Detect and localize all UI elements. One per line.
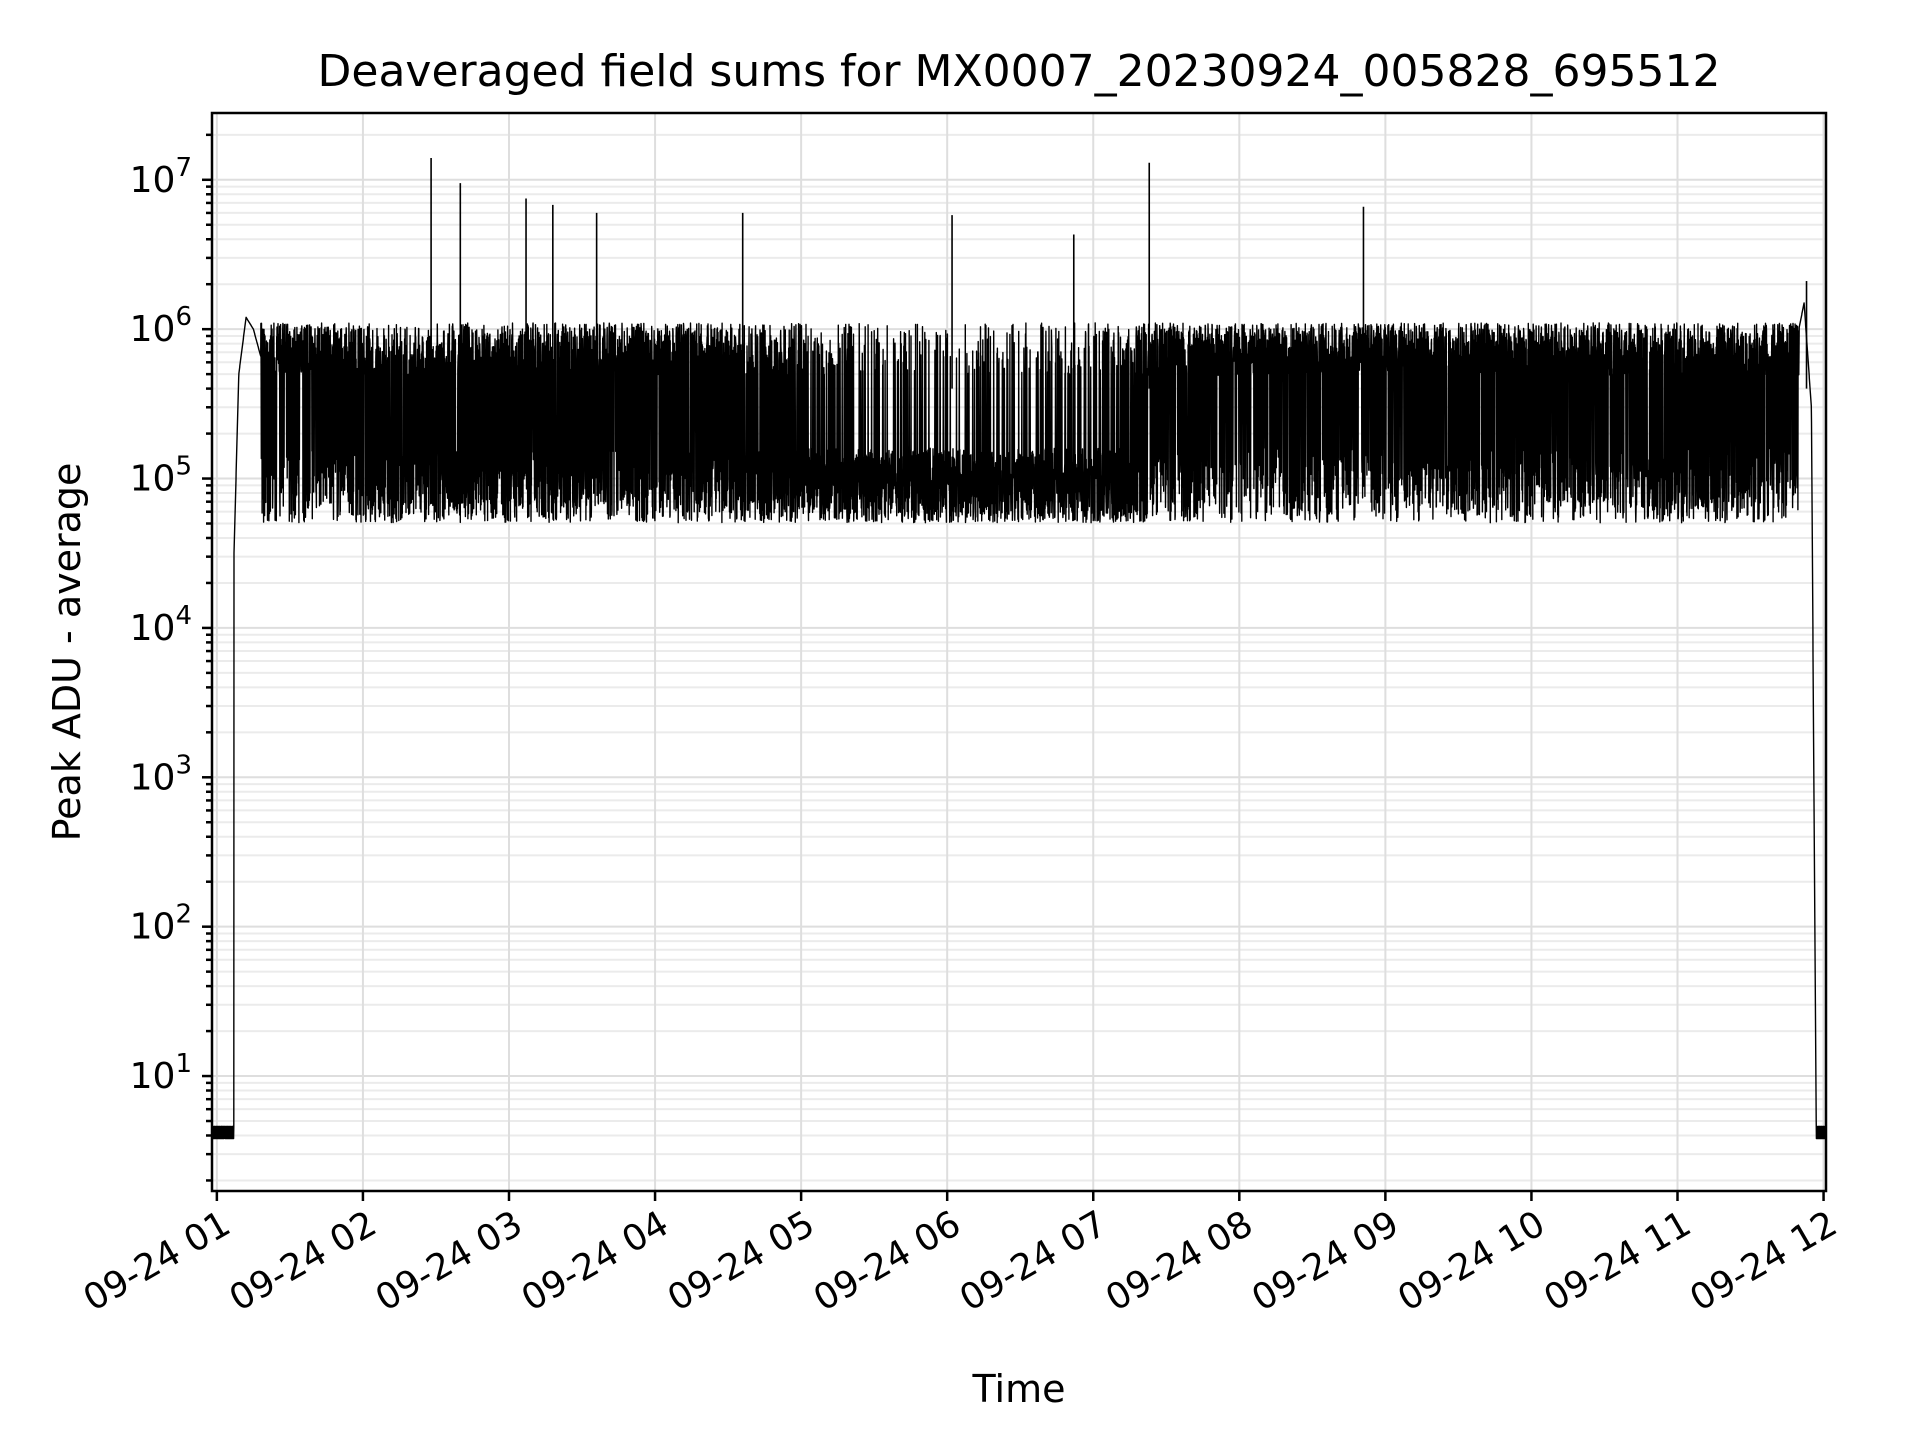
y-tick-label: 104 (130, 601, 192, 649)
y-tick-label: 106 (130, 302, 192, 350)
chart-title: Deaveraged field sums for MX0007_2023092… (318, 46, 1721, 97)
series-layer (211, 157, 1827, 1140)
y-tick-label: 105 (130, 452, 192, 500)
y-tick-label: 107 (130, 153, 192, 201)
y-tick-label: 103 (130, 750, 192, 798)
x-axis-label: Time (972, 1367, 1066, 1411)
y-axis-label: Peak ADU - average (45, 463, 89, 842)
y-axis: 101 102 103 104 105 106 107 (130, 133, 212, 1182)
series-line (211, 302, 1827, 1140)
y-tick-label: 102 (130, 900, 192, 948)
grid-layer (212, 113, 1826, 1191)
y-tick-label: 101 (130, 1049, 192, 1097)
